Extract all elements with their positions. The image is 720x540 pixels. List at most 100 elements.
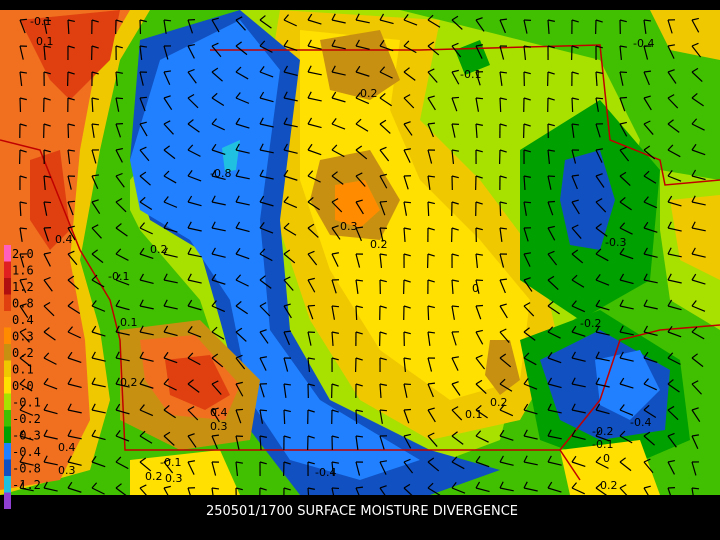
barb-flag	[235, 66, 242, 73]
legend-swatch	[4, 327, 11, 344]
barb-flag	[19, 429, 25, 437]
barb-staff	[595, 487, 608, 497]
barb-flag	[139, 19, 147, 23]
contour-label: 0.2	[145, 470, 163, 483]
barb-staff	[139, 461, 152, 472]
barb-staff	[667, 305, 682, 311]
barb-flag	[187, 406, 195, 411]
barb-staff	[235, 227, 250, 233]
barb-flag	[499, 328, 507, 333]
barb-flag	[547, 225, 555, 229]
contour-label: 0.2	[120, 376, 138, 389]
barb-flag	[595, 248, 602, 255]
barb-flag	[595, 45, 603, 49]
barb-staff	[379, 149, 390, 162]
barb-flag	[475, 253, 484, 256]
barb-flag	[451, 406, 459, 411]
barb-flag	[211, 118, 217, 125]
barb-flag	[19, 404, 25, 411]
barb-flag	[619, 96, 628, 99]
barb-staff	[643, 487, 652, 501]
barb-staff	[67, 383, 82, 389]
barb-staff	[235, 123, 250, 129]
barb-flag	[307, 250, 315, 255]
legend-swatch	[4, 261, 11, 278]
barb-staff	[283, 409, 286, 425]
barb-staff	[547, 435, 562, 440]
barb-flag	[643, 95, 651, 99]
barb-flag	[67, 19, 75, 23]
barb-flag	[283, 435, 291, 439]
barb-flag	[355, 199, 363, 203]
barb-flag	[211, 434, 220, 437]
barb-staff	[307, 97, 322, 102]
barb-flag	[619, 325, 624, 333]
barb-staff	[571, 227, 582, 239]
barb-staff	[91, 227, 102, 239]
barb-flag	[43, 19, 52, 22]
barb-staff	[427, 487, 441, 496]
contour-label: 0.2	[150, 243, 168, 256]
contour-label: 0.1	[120, 316, 138, 329]
barb-staff	[139, 97, 146, 112]
barb-flag	[115, 483, 122, 489]
barb-staff	[379, 487, 389, 500]
barb-staff	[163, 357, 178, 364]
barb-flag	[331, 357, 339, 361]
barb-staff	[643, 45, 649, 60]
barb-flag	[163, 70, 172, 73]
border	[559, 324, 720, 451]
barb-staff	[643, 279, 658, 284]
contour-label: -0.8	[210, 167, 231, 180]
barb-staff	[211, 435, 219, 450]
barb-staff	[91, 409, 106, 414]
barb-staff	[19, 71, 23, 86]
barb-flag	[667, 459, 675, 463]
barb-staff	[451, 123, 456, 138]
barb-staff	[139, 71, 144, 86]
barb-staff	[163, 19, 167, 34]
barb-flag	[523, 302, 531, 307]
barb-flag	[523, 327, 530, 333]
barb-flag	[499, 97, 507, 101]
barb-staff	[211, 97, 225, 107]
barb-flag	[163, 431, 171, 437]
barb-staff	[499, 435, 514, 441]
barb-flag	[307, 196, 314, 203]
barb-staff	[283, 123, 298, 128]
barb-flag	[499, 201, 507, 205]
barb-flag	[67, 200, 76, 203]
barb-staff	[211, 253, 226, 258]
barb-flag	[43, 45, 51, 48]
barb-staff	[19, 435, 34, 441]
barb-staff	[523, 201, 527, 216]
barb-flag	[403, 433, 411, 437]
barb-staff	[307, 123, 322, 129]
barb-flag	[571, 249, 579, 255]
barb-staff	[691, 435, 699, 449]
barb-flag	[211, 247, 216, 255]
barb-flag	[19, 227, 28, 230]
barb-staff	[595, 357, 610, 362]
barb-staff	[235, 175, 250, 180]
barb-flag	[235, 117, 241, 125]
barb-flag	[283, 222, 290, 229]
barb-flag	[187, 169, 193, 177]
barb-flag	[331, 461, 340, 464]
barb-staff	[67, 409, 82, 414]
barb-flag	[379, 146, 387, 151]
barb-flag	[427, 175, 436, 178]
legend-label: 2.0	[12, 247, 34, 261]
barb-staff	[211, 71, 223, 82]
barb-flag	[307, 39, 312, 47]
barb-staff	[667, 19, 673, 34]
barb-flag	[595, 198, 603, 203]
barb-flag	[283, 91, 288, 99]
barb-staff	[499, 97, 502, 113]
barb-flag	[643, 120, 651, 125]
barb-flag	[283, 303, 291, 307]
barb-flag	[475, 201, 483, 205]
barb-flag	[139, 430, 146, 437]
barb-flag	[283, 461, 291, 465]
barb-flag	[67, 123, 75, 127]
